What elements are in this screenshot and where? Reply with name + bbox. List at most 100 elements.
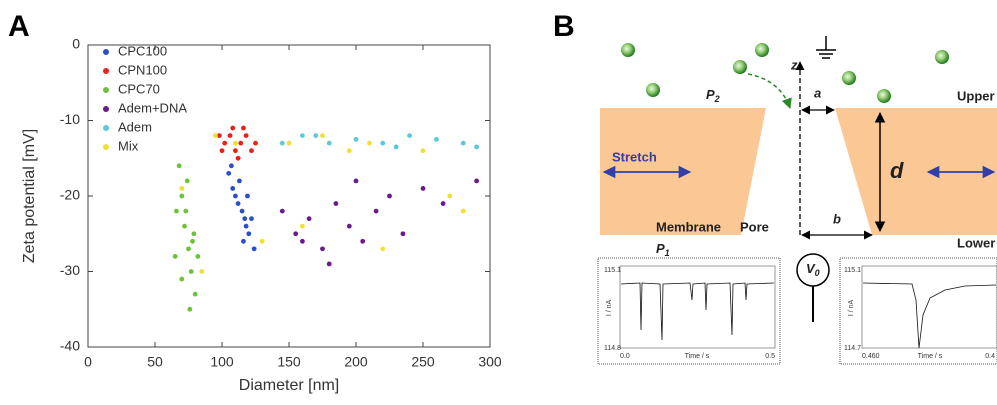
point [172,254,178,259]
point [353,136,359,142]
point [407,133,412,139]
point [238,140,244,146]
point [259,238,265,244]
inset-y-label: I / nA [606,299,613,316]
inset-tick: 0.460 [862,353,880,360]
d-label: d [890,158,904,183]
x-tick-label: 250 [411,354,435,370]
point [212,133,218,139]
point [253,140,258,146]
point [216,133,222,139]
point [300,133,305,139]
legend-label: CPN100 [118,62,167,77]
point [460,208,466,214]
point [226,170,232,176]
x-tick-label: 200 [344,354,368,370]
point [373,208,379,214]
pore-label: Pore [740,219,769,234]
point [353,178,359,184]
particle [755,43,769,57]
inset-x-label: Time / s [685,353,710,360]
point [245,193,250,199]
point [367,140,372,146]
point [179,186,185,191]
inset-tick: 115.1 [604,267,621,274]
point [320,246,325,252]
point [320,133,325,139]
point [400,231,406,237]
point [230,125,236,131]
x-tick-label: 100 [210,354,234,370]
panel-label: B [553,10,575,43]
point [179,193,185,199]
particle [842,71,856,85]
y-tick-label: -10 [60,111,80,127]
point [474,178,479,184]
point [186,246,191,252]
scatter-plot: Diameter [nm] Zeta potential [mV] 0 50 100… [21,36,502,395]
subscript: 1 [665,248,670,258]
ground-symbol [816,36,836,59]
inset-tick: 115.1 [844,267,861,274]
point [420,148,426,154]
point [174,208,179,214]
point [183,208,189,214]
point [237,178,242,184]
x-tick-label: 50 [147,354,163,370]
point [228,163,234,169]
point [300,238,305,244]
a-label: a [814,85,821,100]
point [251,246,257,252]
point [243,223,249,229]
point [293,231,299,237]
inset-x-label: Time / s [918,353,943,360]
legend-label: Adem+DNA [118,100,187,115]
point [235,201,241,206]
point [242,216,248,222]
legend-label: Mix [118,138,139,153]
legend-marker [103,125,109,131]
inset-axes [619,265,776,349]
point [460,140,466,146]
x-tick-label: 300 [478,354,502,370]
point [184,178,190,184]
current-trace [862,282,997,349]
point [313,133,319,139]
legend-marker [103,68,109,74]
membrane-label: Membrane [656,219,721,234]
lower-label: Lower [957,235,995,250]
y-tick-label: 0 [72,36,80,52]
legend-marker [103,87,109,93]
point [447,193,453,199]
inset-frame [597,257,781,365]
plot-frame [87,44,491,348]
subscript: 0 [815,268,820,278]
particle [646,83,660,97]
point [360,238,366,244]
legend-label: CPC70 [118,81,160,96]
point [387,193,392,199]
panel-label: A [8,10,30,43]
point [190,238,195,244]
legend-label: CPC100 [118,43,167,58]
point [235,155,241,161]
point [241,125,246,131]
point [233,193,238,199]
legend-marker [103,49,109,55]
point [179,276,185,282]
y-tick-label: -20 [60,187,80,203]
particle-path [747,73,792,109]
point [199,269,205,274]
p2-label: P2 [706,87,720,104]
point [227,133,233,139]
point [380,246,386,252]
point [286,140,292,146]
inset-tick: 0.4 [985,353,995,360]
inset-y-label: I / nA [848,299,855,316]
x-tick-label: 0 [84,354,92,370]
y-tick-label: -40 [60,338,80,354]
point [279,140,285,146]
p1-label: P1 [656,241,670,258]
symbol: P [706,87,715,102]
x-axis-label: Diameter [nm] [239,377,339,394]
